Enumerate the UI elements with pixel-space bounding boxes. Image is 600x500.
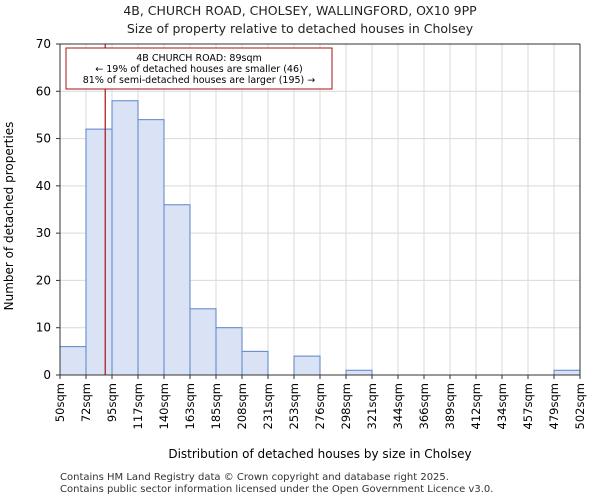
x-tick-label: 434sqm bbox=[495, 383, 509, 429]
x-tick-label: 502sqm bbox=[573, 383, 587, 429]
x-tick-label: 479sqm bbox=[547, 383, 561, 429]
x-tick-label: 457sqm bbox=[521, 383, 535, 429]
x-tick-label: 253sqm bbox=[287, 383, 301, 429]
histogram-bar bbox=[553, 369, 581, 376]
y-axis-label: Number of detached properties bbox=[2, 122, 16, 311]
x-tick-label: 344sqm bbox=[391, 383, 405, 429]
x-axis-label: Distribution of detached houses by size … bbox=[168, 447, 471, 461]
footer-licence: Contains public sector information licen… bbox=[60, 484, 494, 495]
y-tick-label: 70 bbox=[36, 37, 51, 51]
y-tick-label: 20 bbox=[36, 273, 51, 287]
bar-layer bbox=[59, 100, 581, 376]
x-tick-label: 366sqm bbox=[417, 383, 431, 429]
annotation-line-1: 4B CHURCH ROAD: 89sqm bbox=[136, 53, 262, 64]
annotation-box bbox=[65, 47, 333, 90]
chart-subtitle: Size of property relative to detached ho… bbox=[126, 21, 474, 36]
x-tick-label: 72sqm bbox=[79, 383, 93, 422]
x-tick-label: 140sqm bbox=[157, 383, 171, 429]
x-tick-label: 321sqm bbox=[365, 383, 379, 429]
x-tick-label: 231sqm bbox=[261, 383, 275, 429]
histogram-bar bbox=[85, 128, 113, 376]
y-tick-label: 30 bbox=[36, 226, 51, 240]
x-tick-label: 50sqm bbox=[53, 383, 67, 422]
x-tick-label: 298sqm bbox=[339, 383, 353, 429]
y-tick-label: 40 bbox=[36, 179, 51, 193]
x-tick-label: 208sqm bbox=[235, 383, 249, 429]
histogram-bar bbox=[215, 327, 243, 376]
x-tick-label: 163sqm bbox=[183, 383, 197, 429]
label-layer: Distribution of detached houses by size … bbox=[2, 122, 472, 461]
histogram-bar bbox=[241, 350, 269, 376]
chart-title-address: 4B, CHURCH ROAD, CHOLSEY, WALLINGFORD, O… bbox=[123, 3, 477, 18]
histogram-bar bbox=[163, 204, 191, 376]
x-tick-label: 276sqm bbox=[313, 383, 327, 429]
y-tick-label: 50 bbox=[36, 132, 51, 146]
histogram-bar bbox=[189, 308, 217, 376]
x-tick-label: 412sqm bbox=[469, 383, 483, 429]
histogram-bar bbox=[137, 119, 165, 376]
x-tick-label: 117sqm bbox=[131, 383, 145, 429]
x-tick-label: 389sqm bbox=[443, 383, 457, 429]
annotation-layer: 4B CHURCH ROAD: 89sqm ← 19% of detached … bbox=[65, 47, 333, 90]
annotation-line-2: ← 19% of detached houses are smaller (46… bbox=[95, 64, 302, 75]
y-tick-label: 0 bbox=[43, 368, 51, 382]
footer-copyright: Contains HM Land Registry data © Crown c… bbox=[60, 472, 449, 483]
x-tick-label: 95sqm bbox=[105, 383, 119, 422]
y-tick-label: 10 bbox=[36, 321, 51, 335]
axis-layer: 0 10 20 30 40 50 60 70 50sqm 72sqm 95sqm 117sqm 140s… bbox=[36, 37, 587, 429]
histogram-bar bbox=[345, 369, 373, 376]
annotation-line-3: 81% of semi-detached houses are larger (… bbox=[83, 75, 316, 86]
x-tick-label: 185sqm bbox=[209, 383, 223, 429]
histogram-bar bbox=[111, 100, 139, 376]
histogram-bar bbox=[293, 355, 321, 376]
histogram-bar bbox=[59, 346, 87, 376]
y-tick-label: 60 bbox=[36, 84, 51, 98]
